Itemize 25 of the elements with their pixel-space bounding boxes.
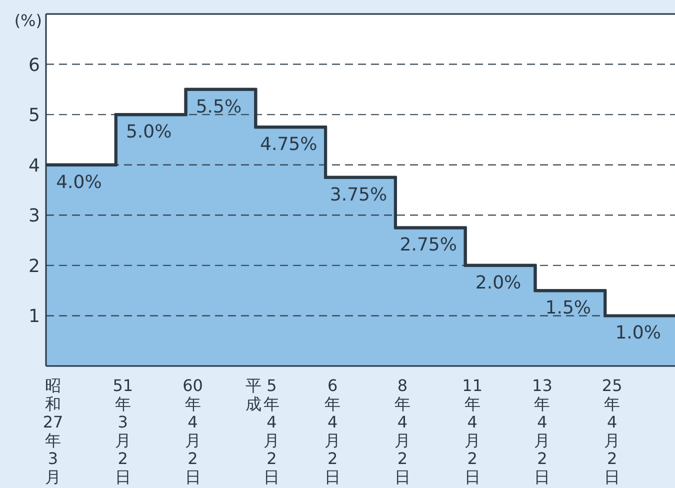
y-tick-label: 3 [28, 206, 40, 227]
x-tick-label: 60年4月2日 [182, 376, 203, 486]
data-label: 1.0% [615, 322, 661, 344]
data-label: 3.75% [330, 184, 388, 206]
y-tick-label: 2 [28, 256, 40, 277]
y-tick-label: 4 [28, 155, 40, 176]
data-label: 4.75% [260, 134, 318, 156]
data-label: 4.0% [56, 172, 102, 193]
x-tick-label: 51年3月2日 [112, 376, 134, 486]
y-tick-label: 1 [28, 306, 40, 328]
x-tick-label: 昭和27年3月 [42, 376, 64, 486]
x-tick-label: 13年4月2日 [532, 376, 552, 486]
y-tick-label: 5 [28, 105, 40, 126]
data-label: 5.0% [126, 122, 172, 143]
data-label: 5.5% [196, 96, 242, 118]
data-label: 2.0% [475, 272, 522, 294]
data-label: 2.75% [400, 234, 457, 256]
x-tick-label: 6年4月2日 [324, 376, 341, 486]
y-axis-title: (%) [14, 11, 42, 30]
x-tick-label: 8年4月2日 [394, 376, 410, 486]
x-tick-label: 25年4月2日 [602, 376, 622, 486]
x-tick-label: 平成5年4月2日 [246, 376, 280, 486]
data-label: 1.5% [545, 298, 592, 319]
y-tick-label: 6 [28, 54, 40, 76]
x-tick-label: 11年4月2日 [462, 376, 483, 486]
